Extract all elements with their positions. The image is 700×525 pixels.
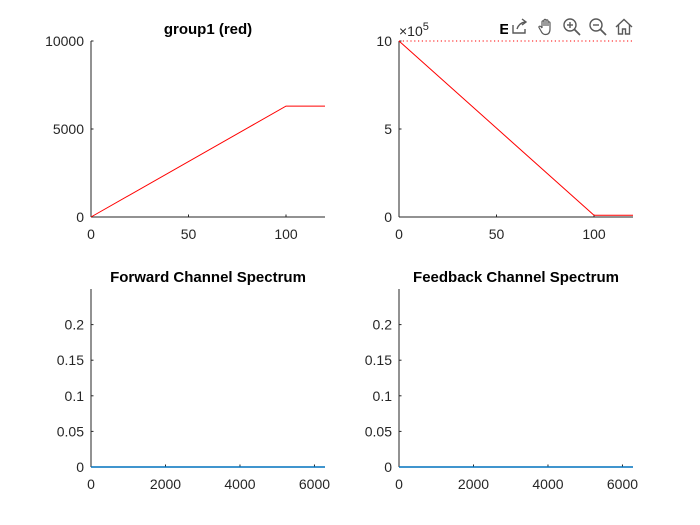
y-tick-label: 0 xyxy=(384,209,392,225)
zoom-out-button[interactable] xyxy=(586,15,610,39)
y-tick-label: 0.1 xyxy=(373,388,393,404)
y-tick-label: 5 xyxy=(384,121,392,137)
axes-feedback-channel-spectrum[interactable]: 0 2000 4000 6000 0 0.05 0.1 0.15 0.2 Feedback Cha… xyxy=(365,269,638,492)
y-tick-label: 0.15 xyxy=(57,352,84,368)
y-tick-label: 0.05 xyxy=(57,423,84,439)
y-tick-label: 0 xyxy=(76,209,84,225)
series-line-1 xyxy=(398,40,633,216)
x-tick-label: 50 xyxy=(181,226,197,242)
y-tick-label: 0 xyxy=(384,459,392,475)
x-tick-label: 6000 xyxy=(607,476,638,492)
x-tick-label: 4000 xyxy=(224,476,255,492)
chart-title-forward-channel-spectrum: Forward Channel Spectrum xyxy=(110,269,306,286)
x-tick-label: 6000 xyxy=(299,476,330,492)
y-tick-label: 10000 xyxy=(45,33,84,49)
x-tick-label: 100 xyxy=(274,226,298,242)
x-tick-label: 50 xyxy=(489,226,505,242)
x-tick-label: 0 xyxy=(87,226,95,242)
y-tick-label: 0.2 xyxy=(65,317,85,333)
x-tick-label: 2000 xyxy=(150,476,181,492)
home-icon xyxy=(615,18,633,35)
y-tick-label: 10 xyxy=(376,33,392,49)
axes-group1-red[interactable]: 0 50 100 0 5000 10000 group1 (red) xyxy=(45,21,325,242)
series-line-1 xyxy=(90,105,325,218)
pan-hand-icon xyxy=(538,18,551,36)
axes-forward-channel-spectrum[interactable]: 0 2000 4000 6000 0 0.05 0.1 0.15 0.2 Forward Chan… xyxy=(57,269,330,492)
home-button[interactable] xyxy=(612,15,636,39)
x-tick-label: 0 xyxy=(87,476,95,492)
y-tick-label: 0.05 xyxy=(365,423,392,439)
y-exponent-label: ×105 xyxy=(399,21,429,39)
x-tick-label: 0 xyxy=(395,476,403,492)
x-tick-label: 4000 xyxy=(532,476,563,492)
chart-title-feedback-channel-spectrum: Feedback Channel Spectrum xyxy=(413,269,619,286)
export-icon xyxy=(512,18,528,34)
zoom-in-icon xyxy=(563,18,581,36)
y-tick-label: 0.1 xyxy=(65,388,85,404)
y-exponent-power: 5 xyxy=(423,21,429,33)
zoom-in-button[interactable] xyxy=(560,15,584,39)
y-tick-label: 0 xyxy=(76,459,84,475)
x-tick-label: 0 xyxy=(395,226,403,242)
x-tick-label: 100 xyxy=(582,226,606,242)
pan-button[interactable] xyxy=(534,15,558,39)
export-button[interactable] xyxy=(508,15,532,39)
axes-toolbar xyxy=(508,14,636,40)
chart-title-group1-red: group1 (red) xyxy=(164,21,252,38)
zoom-out-icon xyxy=(589,18,607,36)
y-tick-label: 0.2 xyxy=(373,317,393,333)
y-tick-label: 0.15 xyxy=(365,352,392,368)
x-tick-label: 2000 xyxy=(458,476,489,492)
y-tick-label: 5000 xyxy=(53,121,84,137)
